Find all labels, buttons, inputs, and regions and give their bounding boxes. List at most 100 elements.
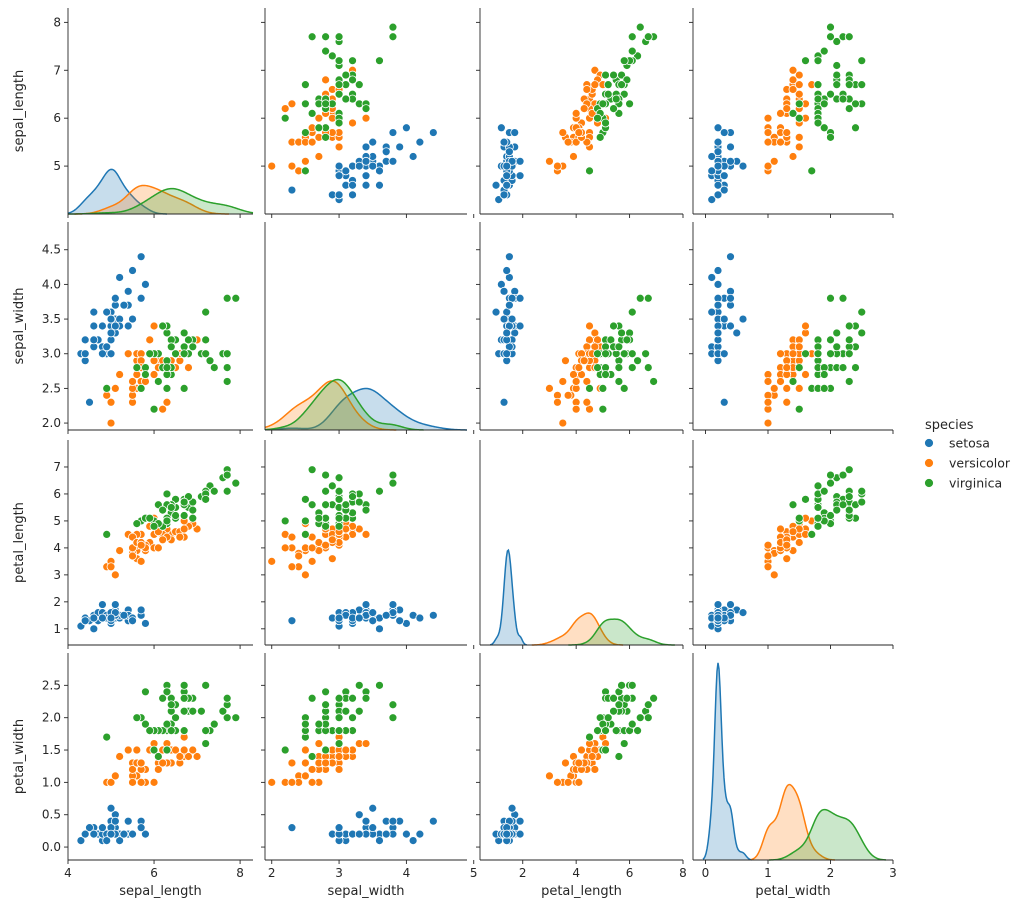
point-versicolor-41: [587, 752, 597, 761]
point-virginica-34: [307, 109, 317, 118]
point-virginica-39: [609, 706, 618, 716]
kde-line-versicolor: [531, 612, 624, 646]
point-versicolor-29: [307, 556, 317, 566]
point-virginica-21: [321, 132, 331, 142]
point-virginica-26: [321, 521, 331, 531]
point-virginica-42: [314, 513, 324, 523]
point-virginica-43: [348, 693, 357, 703]
point-versicolor-49: [782, 128, 792, 137]
point-virginica-30: [209, 719, 219, 729]
legend-label-setosa: setosa: [949, 436, 990, 451]
kde-line-versicolor: [74, 184, 229, 215]
point-setosa-43: [507, 803, 517, 813]
point-virginica-25: [813, 56, 823, 66]
point-setosa-47: [348, 180, 357, 190]
point-setosa-42: [713, 190, 723, 200]
point-setosa-16: [123, 286, 133, 296]
y-tick-label: 5: [53, 159, 61, 173]
point-virginica-39: [188, 706, 198, 716]
y-tick-label: 3: [53, 568, 61, 582]
point-setosa-49: [354, 161, 364, 171]
point-versicolor-42: [571, 377, 581, 386]
point-setosa-41: [499, 397, 509, 407]
point-setosa-16: [395, 616, 405, 626]
point-versicolor-2: [794, 70, 804, 80]
y-axis-label-petal_length: petal_length: [12, 502, 27, 583]
point-setosa-37: [375, 836, 384, 845]
point-virginica-41: [341, 70, 351, 80]
point-virginica-17: [838, 470, 848, 480]
point-setosa-43: [738, 314, 748, 324]
point-setosa-45: [334, 823, 344, 833]
point-virginica-35: [334, 32, 344, 42]
point-setosa-42: [80, 829, 90, 839]
point-virginica-29: [619, 349, 629, 359]
point-virginica-47: [171, 511, 180, 520]
point-virginica-35: [222, 349, 232, 359]
point-virginica-22: [222, 470, 232, 480]
point-setosa-41: [287, 823, 297, 833]
point-setosa-33: [415, 829, 425, 839]
point-virginica-48: [158, 693, 168, 703]
point-virginica-34: [788, 109, 798, 118]
x-axis-label-petal_length: petal_length: [541, 884, 622, 899]
point-virginica-34: [788, 377, 798, 386]
point-virginica-30: [627, 363, 637, 373]
point-versicolor-40: [307, 137, 317, 147]
x-tick-label: 6: [626, 866, 634, 880]
point-virginica-36: [162, 687, 172, 697]
point-versicolor-36: [794, 342, 804, 352]
point-setosa-43: [368, 803, 378, 813]
point-setosa-45: [98, 613, 107, 623]
point-virginica-49: [601, 726, 610, 736]
point-virginica-33: [162, 363, 172, 373]
point-virginica-30: [627, 46, 637, 56]
point-versicolor-49: [321, 540, 331, 550]
point-virginica-32: [166, 700, 176, 710]
point-setosa-36: [368, 137, 378, 147]
point-virginica-43: [844, 335, 854, 345]
point-virginica-30: [209, 363, 219, 373]
legend-marker-setosa: [924, 438, 934, 448]
point-virginica-48: [361, 505, 371, 515]
point-versicolor-43: [763, 397, 773, 407]
point-versicolor-10: [267, 556, 277, 566]
point-virginica-34: [788, 500, 798, 510]
point-setosa-43: [738, 161, 748, 171]
x-tick-label: 4: [572, 866, 580, 880]
point-virginica-29: [334, 56, 344, 66]
point-versicolor-34: [794, 142, 804, 152]
point-setosa-15: [504, 252, 514, 262]
point-virginica-33: [321, 99, 331, 109]
point-setosa-37: [102, 836, 112, 845]
point-virginica-35: [627, 32, 637, 42]
legend: species setosa versicolor virginica: [924, 418, 1011, 491]
point-setosa-31: [361, 816, 371, 826]
point-setosa-49: [354, 829, 364, 839]
kde-fill-versicolor: [751, 784, 835, 860]
point-versicolor-35: [801, 321, 810, 331]
point-virginica-33: [162, 745, 172, 755]
point-setosa-14: [141, 619, 150, 628]
point-virginica-13: [300, 128, 310, 137]
point-setosa-18: [136, 293, 146, 303]
point-setosa-23: [354, 810, 364, 820]
point-virginica-34: [307, 500, 317, 510]
kde-fill-versicolor: [531, 613, 624, 645]
point-virginica-47: [334, 713, 344, 723]
point-virginica-9: [201, 680, 211, 690]
point-setosa-32: [707, 152, 717, 161]
point-virginica-30: [209, 486, 219, 496]
point-setosa-32: [115, 273, 125, 282]
point-virginica-44: [179, 680, 189, 690]
point-versicolor-49: [782, 363, 792, 373]
point-virginica-18: [307, 693, 317, 703]
panel-sepal_width-vs-sepal_width: [264, 222, 475, 434]
point-versicolor-12: [280, 543, 290, 553]
point-virginica-19: [149, 745, 159, 755]
point-setosa-44: [515, 156, 525, 166]
point-virginica-9: [201, 307, 211, 317]
point-versicolor-26: [184, 363, 193, 373]
point-setosa-36: [128, 829, 137, 839]
point-setosa-40: [368, 616, 378, 626]
